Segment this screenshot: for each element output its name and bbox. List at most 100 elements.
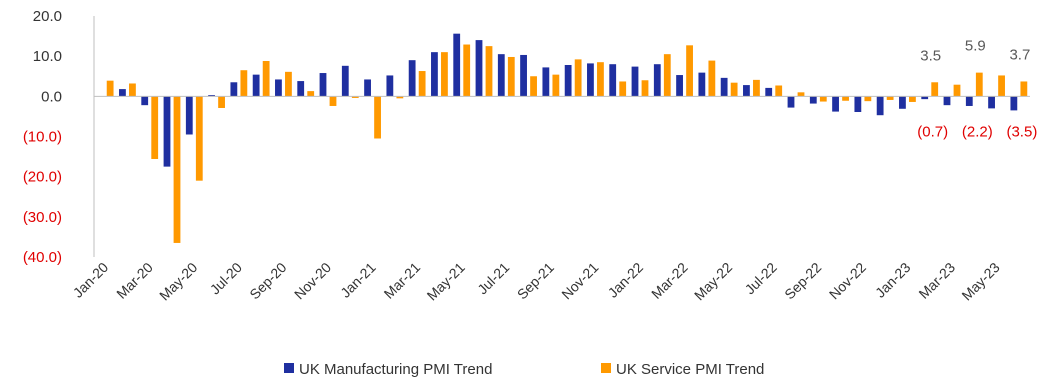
bar-manufacturing-oct-21 <box>564 65 572 97</box>
bar-service-oct-20 <box>307 91 315 97</box>
bar-service-may-20 <box>195 96 203 181</box>
bar-manufacturing-feb-23 <box>921 96 929 100</box>
bar-service-mar-23 <box>953 84 961 97</box>
legend-label-service: UK Service PMI Trend <box>616 361 764 378</box>
chart-legend: UK Manufacturing PMI Trend UK Service PMI… <box>284 361 764 378</box>
data-label: (0.7) <box>917 123 948 140</box>
bar-service-sep-22 <box>819 96 827 102</box>
x-tick-label: Mar-22 <box>648 259 691 302</box>
bar-manufacturing-dec-21 <box>609 64 617 97</box>
bar-manufacturing-mar-22 <box>676 75 683 97</box>
x-tick-label: Jul-21 <box>474 259 512 297</box>
data-label: (3.5) <box>1006 123 1037 140</box>
bar-manufacturing-nov-22 <box>854 96 862 112</box>
x-tick-label: Jan-22 <box>605 259 647 301</box>
bar-manufacturing-mar-23 <box>943 96 951 106</box>
bar-manufacturing-may-21 <box>453 33 461 97</box>
x-tick-label: Sep-20 <box>246 259 289 302</box>
bar-manufacturing-aug-22 <box>787 96 795 108</box>
bar-manufacturing-mar-21 <box>408 60 416 97</box>
bar-manufacturing-jan-23 <box>899 96 906 109</box>
bar-manufacturing-apr-20 <box>163 96 171 167</box>
y-tick-label: (10.0) <box>23 129 62 146</box>
bar-manufacturing-nov-20 <box>319 73 327 97</box>
bar-manufacturing-feb-20 <box>119 89 126 97</box>
bar-manufacturing-may-23 <box>988 96 995 109</box>
bar-service-nov-21 <box>597 62 604 97</box>
x-tick-label: May-23 <box>958 259 1002 303</box>
bar-service-jun-21 <box>485 46 493 97</box>
bar-service-feb-23 <box>931 82 939 97</box>
bar-service-may-22 <box>730 82 738 97</box>
x-tick-label: Jan-23 <box>872 259 914 301</box>
bar-service-jun-22 <box>753 79 760 97</box>
bar-manufacturing-dec-20 <box>341 65 349 97</box>
bar-manufacturing-jul-22 <box>765 87 773 97</box>
bar-manufacturing-aug-21 <box>520 54 527 97</box>
bar-service-dec-22 <box>886 96 894 100</box>
y-tick-label: (30.0) <box>23 209 62 226</box>
bar-manufacturing-dec-22 <box>876 96 884 116</box>
bar-service-dec-21 <box>619 81 627 97</box>
bar-service-aug-22 <box>797 92 805 97</box>
bar-manufacturing-oct-22 <box>832 96 839 112</box>
bar-manufacturing-may-22 <box>720 77 728 97</box>
x-tick-label: Nov-20 <box>291 259 334 302</box>
bar-service-mar-22 <box>686 45 693 97</box>
bars-layer <box>96 33 1028 243</box>
bar-service-apr-21 <box>441 52 448 97</box>
bar-service-oct-21 <box>574 59 582 97</box>
bar-service-dec-20 <box>351 96 359 98</box>
bar-service-feb-22 <box>663 54 671 97</box>
bar-manufacturing-jul-21 <box>497 54 505 97</box>
bar-manufacturing-sep-21 <box>542 67 550 97</box>
y-tick-label: (40.0) <box>23 249 62 266</box>
bar-service-aug-20 <box>262 60 270 97</box>
bar-manufacturing-jun-23 <box>1010 96 1018 111</box>
bar-service-apr-20 <box>173 96 181 243</box>
data-annotations: 3.5 5.9 3.7 (0.7) (2.2) (3.5) <box>917 38 1037 141</box>
bar-manufacturing-aug-20 <box>252 74 260 97</box>
x-tick-label: Jul-22 <box>742 259 780 297</box>
bar-service-may-23 <box>998 75 1005 97</box>
bar-manufacturing-sep-20 <box>275 79 282 97</box>
bar-manufacturing-oct-20 <box>297 81 305 97</box>
y-axis-ticks: 20.0 10.0 0.0 (10.0) (20.0) (30.0) (40.0) <box>23 8 62 266</box>
bar-service-jul-21 <box>507 56 515 97</box>
bar-service-jun-23 <box>1020 81 1028 97</box>
bar-manufacturing-jun-20 <box>208 95 215 97</box>
bar-service-mar-20 <box>151 96 159 159</box>
data-label: 3.5 <box>920 47 941 64</box>
bar-manufacturing-feb-22 <box>653 64 661 97</box>
bar-service-jun-20 <box>218 96 225 108</box>
y-tick-label: 10.0 <box>33 48 62 65</box>
bar-manufacturing-jan-21 <box>364 79 371 97</box>
x-tick-label: Sep-22 <box>781 259 824 302</box>
bar-service-nov-20 <box>329 96 337 106</box>
bar-service-jul-20 <box>240 70 248 97</box>
x-tick-label: Jan-20 <box>70 259 112 301</box>
bar-manufacturing-sep-22 <box>809 96 817 104</box>
bar-service-nov-22 <box>864 96 872 102</box>
data-label: (2.2) <box>962 123 993 140</box>
legend-swatch-service <box>601 363 611 373</box>
bar-service-jul-22 <box>775 85 783 97</box>
bar-manufacturing-may-20 <box>185 96 193 135</box>
legend-swatch-manufacturing <box>284 363 294 373</box>
bar-service-aug-21 <box>530 76 537 97</box>
x-tick-label: Mar-23 <box>915 259 958 302</box>
bar-service-apr-23 <box>975 72 983 97</box>
x-tick-label: Mar-20 <box>113 259 156 302</box>
bar-manufacturing-jun-22 <box>743 85 750 97</box>
bar-manufacturing-apr-23 <box>965 96 973 106</box>
bar-service-jan-21 <box>374 96 381 139</box>
x-tick-label: Jul-20 <box>207 259 245 297</box>
bar-service-sep-21 <box>552 74 560 97</box>
data-label: 3.7 <box>1009 47 1030 64</box>
bar-service-oct-22 <box>842 96 849 101</box>
data-label: 5.9 <box>965 38 986 55</box>
y-tick-label: 20.0 <box>33 8 62 25</box>
y-tick-label: 0.0 <box>41 88 62 105</box>
bar-service-jan-22 <box>641 80 649 97</box>
